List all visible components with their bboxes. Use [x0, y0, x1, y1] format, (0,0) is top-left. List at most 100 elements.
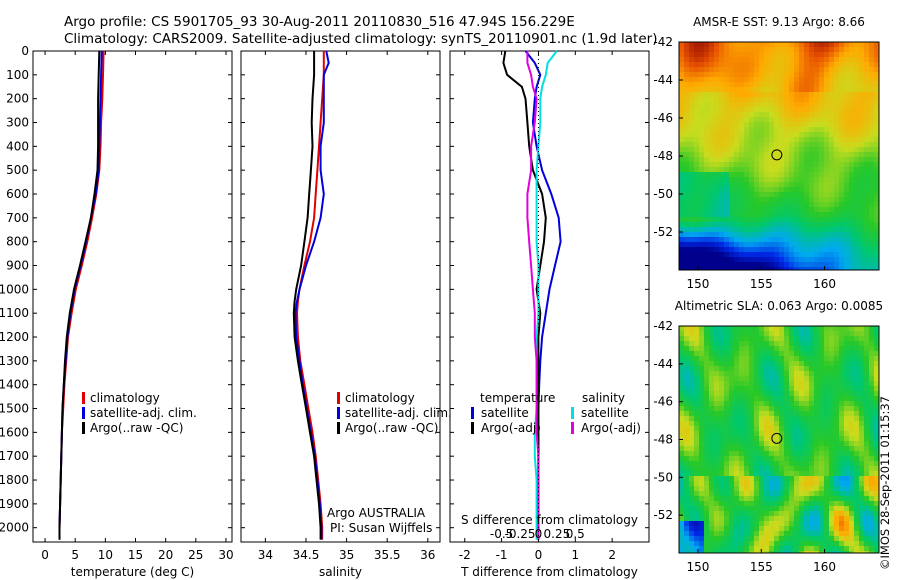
- depth-tick-label: 300: [6, 116, 29, 130]
- difference-xtick2-label: 0: [535, 527, 543, 541]
- temperature-panel: 0 5 10 15 20 25 300100200300400500600700800900…: [0, 44, 234, 579]
- depth-tick-label: 500: [6, 163, 29, 177]
- difference-legend-label: Argo(-adj): [481, 421, 541, 435]
- sst-field: [679, 42, 879, 270]
- sla-xtick-label: 160: [813, 560, 836, 574]
- depth-tick-label: 1400: [0, 378, 29, 392]
- salinity-xtick-label: 34: [258, 548, 273, 562]
- sla-xtick-label: 155: [750, 560, 773, 574]
- salinity-legend-label: satellite-adj. clim.: [345, 406, 452, 420]
- temperature-xtick-label: 20: [158, 548, 173, 562]
- salinity-note-line: PI: Susan Wijffels: [330, 521, 432, 535]
- salinity-xtick-label: 34.5: [293, 548, 320, 562]
- difference-panel: -2 -1 0 1 2 T difference from climatology -0.5…: [449, 50, 650, 579]
- difference-legend-title: salinity: [582, 391, 625, 405]
- temperature-xtick-label: 25: [188, 548, 203, 562]
- salinity-legend-label: Argo(..raw -QC): [345, 421, 438, 435]
- salinity-note-line: Argo AUSTRALIA: [327, 506, 426, 520]
- depth-tick-label: 1900: [0, 497, 29, 511]
- sla-field: [679, 326, 879, 553]
- difference-legend-swatch: [471, 407, 474, 419]
- difference-series-line: [526, 51, 540, 540]
- temperature-legend-swatch: [82, 392, 85, 404]
- temperature-xtick-label: 0: [41, 548, 49, 562]
- sst-xtick-label: 155: [750, 277, 773, 291]
- depth-tick-label: 700: [6, 211, 29, 225]
- temperature-legend-swatch: [82, 407, 85, 419]
- depth-tick-label: 1100: [0, 306, 29, 320]
- salinity-xtick-label: 35: [339, 548, 354, 562]
- difference-xtick-label: 0: [535, 548, 543, 562]
- sst-ytick-label: -46: [653, 111, 673, 125]
- sla-xtick-label: 150: [687, 560, 710, 574]
- difference-legend-label: satellite: [481, 406, 529, 420]
- difference-xlabel: T difference from climatology: [460, 565, 638, 579]
- sla-argo-marker: [771, 432, 783, 444]
- sst-title: AMSR-E SST: 9.13 Argo: 8.66: [693, 15, 865, 29]
- salinity-legend-label: climatology: [345, 391, 415, 405]
- depth-tick-label: 2000: [0, 521, 29, 535]
- difference-xtick2-label: 0.5: [566, 527, 585, 541]
- difference-legend-label: Argo(-adj): [581, 421, 641, 435]
- depth-tick-label: 900: [6, 259, 29, 273]
- salinity-frame: [240, 50, 441, 543]
- depth-tick-label: 200: [6, 92, 29, 106]
- difference-legend-swatch: [471, 422, 474, 434]
- temperature-xlabel: temperature (deg C): [71, 565, 194, 579]
- sla-ytick-label: -52: [653, 508, 673, 522]
- temperature-legend-label: satellite-adj. clim.: [90, 406, 197, 420]
- temperature-xtick-label: 15: [128, 548, 143, 562]
- salinity-xtick-label: 36: [420, 548, 435, 562]
- temperature-legend-swatch: [82, 422, 85, 434]
- temperature-xtick-label: 30: [218, 548, 233, 562]
- difference-legend-swatch: [571, 422, 574, 434]
- temperature-legend-label: Argo(..raw -QC): [90, 421, 183, 435]
- sla-title: Altimetric SLA: 0.063 Argo: 0.0085: [675, 299, 883, 313]
- temperature-xtick-label: 5: [71, 548, 79, 562]
- difference-xtick-label: -1: [496, 548, 508, 562]
- sst-map-panel: AMSR-E SST: 9.13 Argo: 8.66 150 155 160 -42 -…: [653, 15, 880, 291]
- sla-ytick-label: -46: [653, 395, 673, 409]
- temperature-xtick-label: 10: [98, 548, 113, 562]
- sst-ytick-label: -50: [653, 187, 673, 201]
- salinity-legend-swatch: [337, 422, 340, 434]
- depth-tick-label: 800: [6, 235, 29, 249]
- difference-xtick2-label: -0.25: [504, 527, 535, 541]
- sst-xtick-label: 150: [687, 277, 710, 291]
- depth-tick-label: 0: [21, 44, 29, 58]
- difference-xtick-label: -2: [459, 548, 471, 562]
- difference-legend-title: temperature: [480, 391, 555, 405]
- depth-tick-label: 100: [6, 68, 29, 82]
- depth-tick-label: 1000: [0, 282, 29, 296]
- sla-ytick-label: -50: [653, 470, 673, 484]
- sla-map-panel: Altimetric SLA: 0.063 Argo: 0.0085 150 155…: [653, 299, 883, 574]
- temperature-legend-label: climatology: [90, 391, 160, 405]
- depth-tick-label: 1700: [0, 449, 29, 463]
- sla-ytick-label: -48: [653, 433, 673, 447]
- sst-ytick-label: -48: [653, 149, 673, 163]
- difference-xtick-label: 1: [571, 548, 579, 562]
- sst-xtick-label: 160: [813, 277, 836, 291]
- depth-tick-label: 600: [6, 187, 29, 201]
- depth-tick-label: 1600: [0, 425, 29, 439]
- difference-xtick2-label: -0.5: [490, 527, 513, 541]
- title-line-1: Argo profile: CS 5901705_93 30-Aug-2011 …: [64, 14, 575, 30]
- sst-ytick-label: -44: [653, 73, 673, 87]
- difference-legend-swatch: [571, 407, 574, 419]
- sla-ytick-label: -42: [653, 319, 673, 333]
- difference-xlabel2: S difference from climatology: [461, 513, 638, 527]
- sst-ytick-label: -42: [653, 35, 673, 49]
- sla-ytick-label: -44: [653, 357, 673, 371]
- credit-text: ©IMOS 28-Sep-2011 01:15:37: [878, 396, 892, 570]
- salinity-legend-swatch: [337, 407, 340, 419]
- difference-series-line: [533, 50, 558, 540]
- sst-ytick-label: -52: [653, 225, 673, 239]
- depth-tick-label: 1800: [0, 473, 29, 487]
- salinity-xtick-label: 35.5: [374, 548, 401, 562]
- salinity-xlabel: salinity: [319, 565, 362, 579]
- salinity-series-line: [292, 51, 322, 540]
- difference-legend-label: satellite: [581, 406, 629, 420]
- difference-frame: [449, 50, 650, 543]
- depth-tick-label: 1300: [0, 354, 29, 368]
